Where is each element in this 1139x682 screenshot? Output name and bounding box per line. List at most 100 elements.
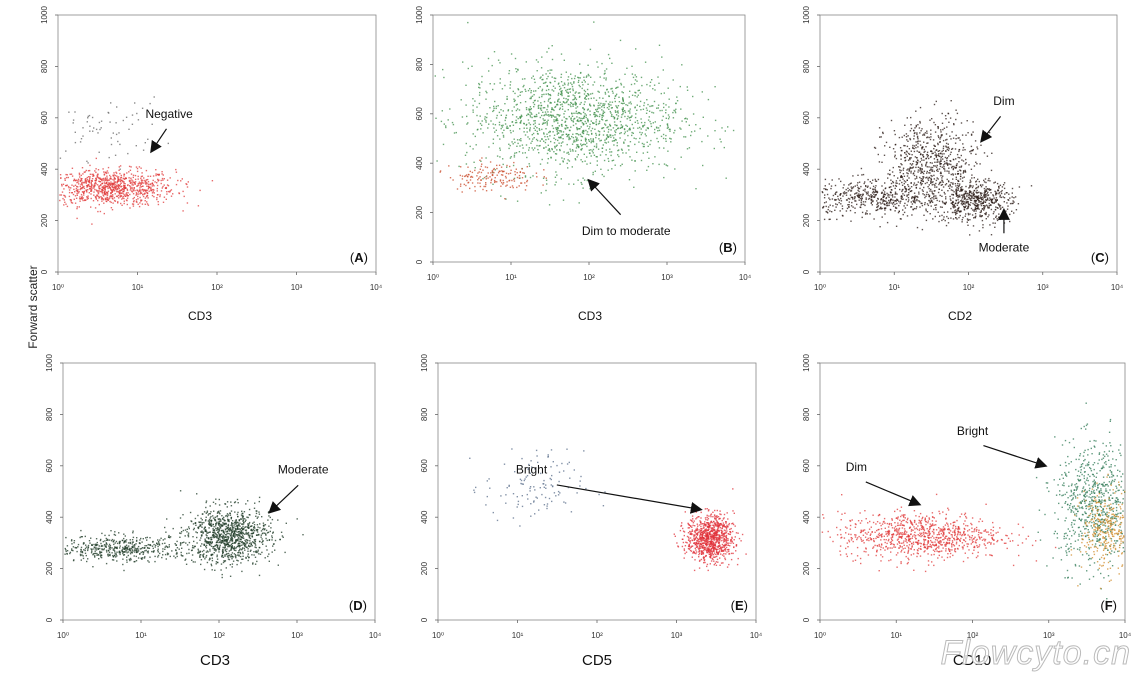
scatter-point bbox=[612, 140, 613, 141]
scatter-point bbox=[854, 196, 855, 197]
scatter-point bbox=[614, 117, 615, 118]
scatter-point bbox=[986, 218, 987, 219]
scatter-point bbox=[71, 185, 72, 186]
scatter-point bbox=[668, 106, 669, 107]
scatter-point bbox=[853, 186, 854, 187]
scatter-point bbox=[574, 118, 575, 119]
scatter-point bbox=[973, 149, 974, 150]
scatter-point bbox=[80, 555, 81, 556]
scatter-point bbox=[259, 514, 260, 515]
scatter-point bbox=[179, 193, 180, 194]
scatter-point bbox=[81, 175, 82, 176]
annotation-label: Dim bbox=[993, 94, 1014, 108]
scatter-point bbox=[824, 219, 825, 220]
scatter-point bbox=[110, 530, 111, 531]
scatter-point bbox=[908, 189, 909, 190]
scatter-point bbox=[639, 106, 640, 107]
scatter-point bbox=[124, 185, 125, 186]
scatter-point bbox=[612, 135, 613, 136]
scatter-point bbox=[628, 110, 629, 111]
scatter-point bbox=[503, 182, 504, 183]
scatter-point bbox=[516, 122, 517, 123]
scatter-point bbox=[648, 146, 649, 147]
scatter-point bbox=[499, 138, 500, 139]
scatter-point bbox=[466, 163, 467, 164]
scatter-point bbox=[137, 168, 138, 169]
scatter-point bbox=[218, 533, 219, 534]
scatter-point bbox=[936, 204, 937, 205]
scatter-point bbox=[907, 175, 908, 176]
scatter-point bbox=[157, 194, 158, 195]
scatter-point bbox=[136, 541, 137, 542]
scatter-point bbox=[592, 174, 593, 175]
scatter-point bbox=[116, 173, 117, 174]
scatter-point bbox=[935, 165, 936, 166]
scatter-point bbox=[145, 181, 146, 182]
scatter-point bbox=[84, 199, 85, 200]
scatter-point bbox=[469, 188, 470, 189]
scatter-point bbox=[886, 197, 887, 198]
scatter-point bbox=[1018, 203, 1019, 204]
scatter-point bbox=[122, 551, 123, 552]
scatter-point bbox=[508, 148, 509, 149]
scatter-point bbox=[153, 550, 154, 551]
scatter-point bbox=[902, 189, 903, 190]
scatter-point bbox=[580, 86, 581, 87]
scatter-point bbox=[477, 129, 478, 130]
scatter-point bbox=[68, 186, 69, 187]
scatter-point bbox=[192, 547, 193, 548]
scatter-point bbox=[971, 174, 972, 175]
scatter-point bbox=[940, 195, 941, 196]
scatter-point bbox=[625, 125, 626, 126]
scatter-point bbox=[928, 196, 929, 197]
scatter-point bbox=[934, 186, 935, 187]
scatter-point bbox=[891, 195, 892, 196]
scatter-point bbox=[130, 182, 131, 183]
scatter-point bbox=[928, 200, 929, 201]
scatter-point bbox=[889, 202, 890, 203]
scatter-point bbox=[479, 160, 480, 161]
scatter-point bbox=[562, 138, 563, 139]
scatter-point bbox=[881, 136, 882, 137]
scatter-point bbox=[109, 549, 110, 550]
scatter-point bbox=[633, 77, 634, 78]
scatter-point bbox=[585, 130, 586, 131]
scatter-point bbox=[904, 191, 905, 192]
scatter-point bbox=[553, 110, 554, 111]
scatter-point bbox=[165, 554, 166, 555]
scatter-point bbox=[827, 189, 828, 190]
scatter-point bbox=[871, 199, 872, 200]
scatter-point bbox=[126, 559, 127, 560]
scatter-point bbox=[561, 74, 562, 75]
scatter-point bbox=[1031, 185, 1032, 186]
scatter-point bbox=[109, 554, 110, 555]
scatter-point bbox=[549, 149, 550, 150]
scatter-point bbox=[990, 199, 991, 200]
scatter-point bbox=[73, 194, 74, 195]
scatter-point bbox=[614, 124, 615, 125]
scatter-point bbox=[525, 175, 526, 176]
scatter-point bbox=[573, 81, 574, 82]
scatter-point bbox=[87, 179, 88, 180]
scatter-point bbox=[600, 169, 601, 170]
scatter-point bbox=[77, 206, 78, 207]
scatter-point bbox=[111, 540, 112, 541]
scatter-point bbox=[675, 109, 676, 110]
scatter-point bbox=[144, 545, 145, 546]
scatter-point bbox=[569, 149, 570, 150]
x-axis-label: CD3 bbox=[188, 309, 212, 323]
scatter-point bbox=[843, 184, 844, 185]
x-tick-label: 10⁴ bbox=[370, 283, 383, 292]
scatter-point bbox=[132, 114, 133, 115]
scatter-point bbox=[900, 218, 901, 219]
scatter-point bbox=[982, 208, 983, 209]
scatter-point bbox=[86, 183, 87, 184]
scatter-point bbox=[915, 111, 916, 112]
scatter-point bbox=[153, 180, 154, 181]
scatter-point bbox=[617, 145, 618, 146]
scatter-point bbox=[981, 210, 982, 211]
scatter-point bbox=[80, 186, 81, 187]
scatter-point bbox=[136, 550, 137, 551]
scatter-point bbox=[80, 141, 81, 142]
scatter-point bbox=[651, 79, 652, 80]
